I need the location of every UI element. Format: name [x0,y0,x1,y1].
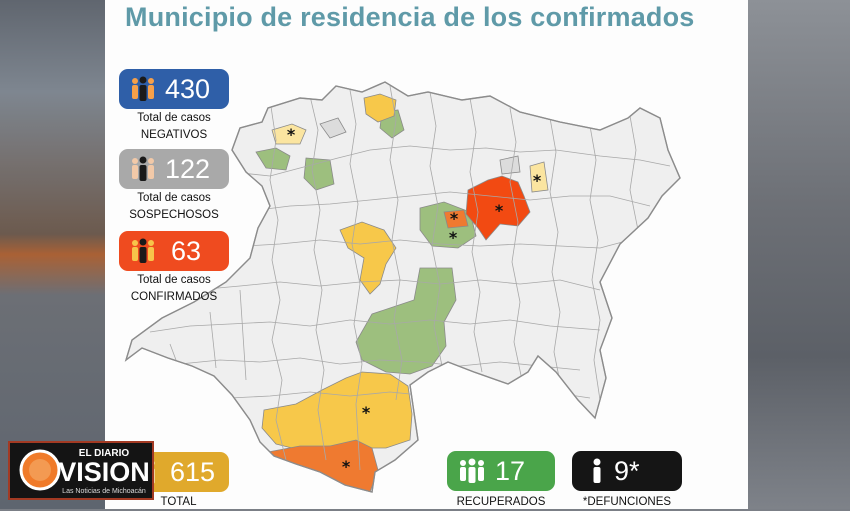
municipality [499,155,521,175]
page-title: Municipio de residencia de los confirmad… [125,2,695,32]
people-icon [129,156,157,182]
confirmados-caption: Total de casos CONFIRMADOS [130,274,218,303]
municipality-confirmed [529,161,549,193]
negativos-value: 430 [165,73,211,104]
death-marker: * [342,457,351,476]
death-marker: * [287,125,296,144]
death-marker: * [533,171,542,190]
recuperados-badge: 17 [447,451,555,491]
recuperados-value: 17 [495,455,526,486]
defunciones-caption: *DEFUNCIONES [582,496,672,508]
municipality-recovered [303,157,335,191]
death-marker: * [362,403,371,422]
blurred-background-left [0,0,105,509]
municipality-confirmed [339,221,397,295]
death-marker: * [449,228,458,247]
defunciones-badge: 9* [572,451,682,491]
logo-sub-text: Las Noticias de Michoacán [62,488,146,495]
people-icon [129,238,157,264]
diario-vision-logo: EL DIARIO VISION Las Noticias de Michoac… [8,441,154,500]
people-icon [457,458,487,484]
sospechosos-caption: Total de casos SOSPECHOSOS [129,192,219,221]
death-marker: * [495,201,504,220]
people-icon [129,76,157,102]
total-value: 615 [170,456,216,487]
person-icon [588,458,606,484]
municipality [319,117,347,139]
total-caption: TOTAL [160,496,197,508]
confirmados-badge: 63 [119,231,229,271]
confirmados-value: 63 [171,235,202,266]
negativos-badge: 430 [119,69,229,109]
defunciones-value: 9* [614,455,640,486]
sospechosos-badge: 122 [119,149,229,189]
blurred-background-right [748,0,850,509]
logo-top-text: EL DIARIO [79,448,130,459]
recuperados-caption: RECUPERADOS [456,496,546,508]
municipal-boundaries [149,85,671,471]
death-marker: * [450,209,459,228]
municipality-confirmed [443,209,469,229]
negativos-caption: Total de casos NEGATIVOS [137,112,211,141]
municipality-confirmed [363,93,397,123]
municipality-confirmed [271,123,307,145]
municipality-recovered [355,267,457,375]
municipality-confirmed [261,371,413,451]
sospechosos-value: 122 [165,153,211,184]
logo-main-text: VISION [58,457,150,487]
